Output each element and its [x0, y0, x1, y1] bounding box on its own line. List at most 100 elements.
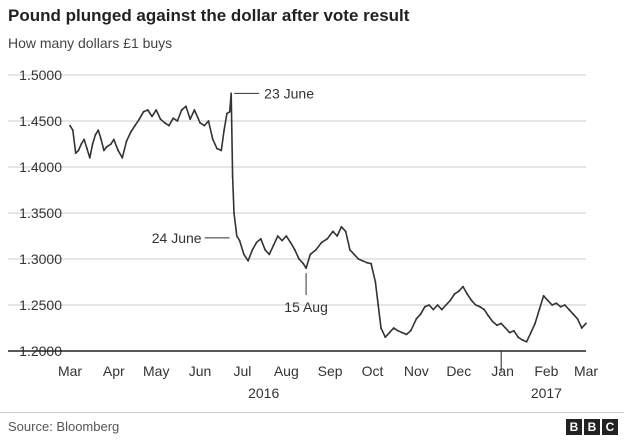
x-tick-label: Jun — [189, 363, 212, 379]
data-point — [487, 315, 490, 317]
data-point — [309, 253, 312, 256]
data-point — [103, 149, 105, 152]
data-point — [238, 239, 241, 242]
data-point — [563, 304, 566, 306]
data-point — [220, 149, 223, 152]
year-label: 2016 — [248, 385, 279, 401]
data-point — [146, 109, 149, 111]
y-tick-label: 1.4500 — [19, 113, 62, 129]
data-point — [504, 327, 507, 329]
data-point — [223, 129, 225, 132]
data-point — [293, 248, 296, 251]
data-point — [336, 235, 339, 237]
data-point — [80, 143, 83, 145]
data-point — [163, 121, 166, 124]
y-tick-label: 1.4000 — [19, 159, 62, 175]
data-point — [496, 324, 498, 327]
data-point — [521, 339, 524, 341]
data-point — [129, 131, 132, 133]
data-point — [423, 305, 426, 308]
data-point — [428, 304, 430, 306]
data-point — [121, 156, 124, 159]
data-point — [380, 327, 382, 329]
data-point — [500, 322, 503, 325]
data-point — [142, 110, 145, 113]
data-point — [185, 105, 187, 108]
data-point — [491, 320, 494, 323]
data-point — [97, 129, 100, 132]
series-layer — [69, 92, 587, 343]
data-point — [534, 322, 537, 325]
data-point — [159, 118, 162, 121]
data-point — [235, 235, 238, 237]
series-line — [69, 92, 587, 343]
data-point — [397, 329, 399, 332]
data-point — [580, 327, 583, 329]
y-tick-label: 1.3000 — [19, 251, 62, 267]
data-point — [298, 258, 300, 260]
data-point — [470, 299, 473, 302]
data-point — [576, 317, 579, 320]
data-point — [419, 313, 422, 316]
data-point — [138, 118, 141, 121]
data-point — [255, 241, 258, 244]
data-point — [353, 253, 356, 256]
data-point — [77, 149, 80, 152]
x-tick-label: Apr — [103, 363, 125, 379]
data-point — [211, 138, 214, 141]
data-point — [247, 259, 250, 262]
x-tick-label: Sep — [318, 363, 343, 379]
data-point — [405, 333, 408, 336]
data-point — [445, 304, 447, 306]
y-tick-label: 1.5000 — [19, 67, 62, 83]
data-point — [517, 336, 520, 339]
data-point — [436, 304, 439, 306]
data-point — [415, 317, 418, 320]
y-tick-label: 1.3500 — [19, 205, 62, 221]
x-tick-label: Jul — [234, 363, 252, 379]
data-point — [251, 248, 254, 251]
data-point — [216, 147, 218, 150]
annotations: 23 June 24 June 15 Aug — [152, 85, 328, 315]
x-tick-label: Oct — [362, 363, 384, 379]
data-point — [242, 253, 245, 256]
data-point — [332, 230, 334, 233]
x-tick-label: Aug — [274, 363, 299, 379]
year-label: 2017 — [531, 385, 562, 401]
data-point — [538, 308, 541, 311]
data-point — [542, 294, 545, 297]
data-point — [74, 152, 77, 155]
data-point — [349, 248, 351, 251]
bbc-logo: B B C — [566, 419, 618, 435]
data-point — [320, 241, 323, 244]
data-point — [264, 248, 266, 251]
data-point — [479, 305, 481, 308]
bbc-logo-block: B — [584, 419, 600, 435]
data-point — [226, 112, 228, 115]
x-tick-label: May — [143, 363, 169, 379]
data-point — [374, 281, 377, 283]
data-point — [305, 267, 307, 270]
data-point — [86, 147, 88, 150]
year-labels: 2016 2017 — [248, 385, 562, 401]
data-point — [180, 109, 183, 111]
line-chart: 1.50001.45001.40001.35001.30001.25001.20… — [8, 67, 598, 401]
data-point — [474, 304, 477, 306]
data-point — [100, 138, 103, 141]
data-point — [525, 340, 528, 343]
data-point — [199, 121, 201, 124]
x-tick-label: Mar — [574, 363, 598, 379]
data-point — [559, 305, 562, 308]
data-point — [572, 313, 575, 316]
data-point — [357, 258, 360, 260]
data-point — [189, 118, 192, 121]
x-tick-label: Dec — [446, 363, 471, 379]
bbc-logo-block: C — [602, 419, 618, 435]
data-point — [285, 235, 288, 237]
footer-divider — [0, 412, 624, 413]
data-point — [462, 285, 464, 288]
data-point — [134, 124, 136, 127]
y-tick-label: 1.2500 — [19, 297, 62, 313]
data-point — [268, 253, 271, 256]
x-tick-label: Nov — [404, 363, 429, 379]
